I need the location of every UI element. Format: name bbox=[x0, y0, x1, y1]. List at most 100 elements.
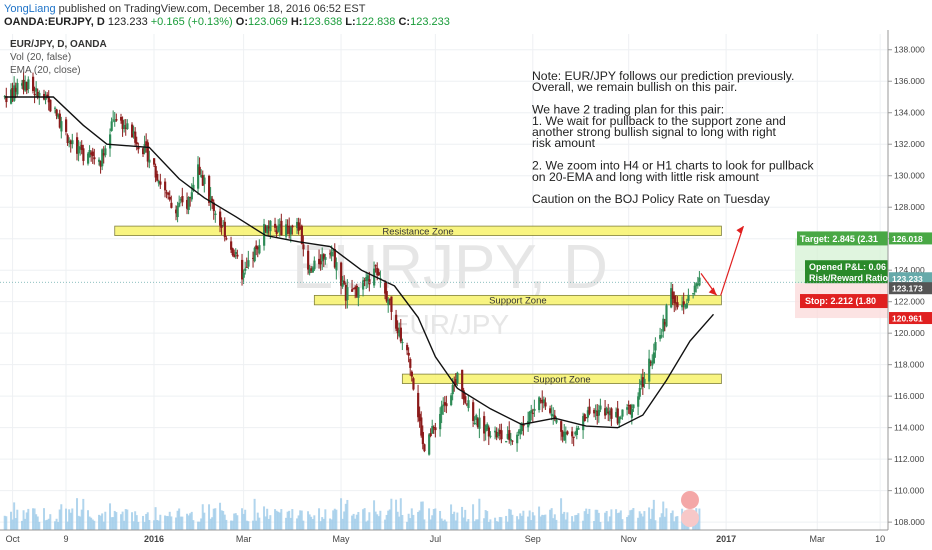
volume-bar bbox=[671, 510, 674, 530]
volume-bar bbox=[142, 515, 145, 530]
volume-bar bbox=[472, 504, 475, 530]
stop-box[interactable] bbox=[800, 294, 888, 309]
candle-body bbox=[648, 358, 651, 382]
candle-body bbox=[563, 431, 566, 441]
price-tick-label: 132.000 bbox=[894, 139, 925, 149]
candle-body bbox=[566, 431, 569, 435]
candle-body bbox=[500, 430, 503, 440]
author-name[interactable]: YongLiang bbox=[4, 3, 56, 15]
volume-bar bbox=[346, 499, 349, 530]
candle-body bbox=[509, 439, 512, 441]
volume-bar bbox=[520, 515, 523, 530]
current-price-badge[interactable] bbox=[889, 272, 932, 285]
candle-body bbox=[157, 180, 160, 184]
volume-bar bbox=[649, 518, 652, 530]
volume-bar bbox=[104, 511, 107, 530]
entry-price-badge[interactable] bbox=[889, 282, 932, 295]
candle-body bbox=[473, 422, 476, 424]
volume-bar bbox=[445, 521, 448, 530]
projection-up-arrow[interactable] bbox=[720, 225, 744, 296]
zone-label: Resistance Zone bbox=[382, 226, 453, 237]
volume-bar bbox=[407, 513, 410, 530]
candle-body bbox=[35, 88, 38, 92]
candle-body bbox=[36, 91, 39, 98]
volume-bar bbox=[676, 516, 679, 530]
candle-body bbox=[99, 161, 102, 167]
candle-body bbox=[302, 244, 305, 250]
time-axis[interactable]: Oct 9 2016 Mar May Jul Sep Nov 2017 Mar 10 bbox=[0, 529, 888, 544]
pnl-box[interactable] bbox=[805, 260, 888, 284]
candle-body bbox=[511, 440, 514, 442]
volume-bar bbox=[275, 510, 278, 530]
candle-body bbox=[55, 109, 58, 116]
volume-bars bbox=[3, 498, 701, 530]
candle-body bbox=[396, 327, 399, 334]
volume-bar bbox=[274, 509, 277, 530]
volume-bar bbox=[698, 508, 701, 530]
candle-body bbox=[693, 285, 696, 293]
volume-bar bbox=[564, 519, 567, 530]
candle-body bbox=[497, 432, 500, 437]
volume-bar bbox=[627, 515, 630, 530]
candle-body bbox=[33, 93, 36, 96]
note-line: risk amount bbox=[532, 136, 596, 150]
volume-bar bbox=[219, 502, 222, 530]
risk-reward-label: Risk/Reward Ratio: bbox=[809, 273, 891, 283]
volume-bar bbox=[123, 520, 126, 530]
volume-bar bbox=[574, 515, 577, 530]
volume-bar bbox=[572, 521, 575, 530]
candle-body bbox=[681, 304, 684, 308]
candle-body bbox=[82, 148, 85, 161]
candle-body bbox=[486, 424, 489, 430]
volume-bar bbox=[212, 508, 215, 530]
volume-bar bbox=[277, 511, 280, 530]
volume-bar bbox=[222, 510, 225, 530]
price-axis[interactable]: 108.000 110.000 112.000 114.000 116.000 118.0… bbox=[887, 30, 932, 550]
time-tick-label: Mar bbox=[236, 534, 252, 544]
volume-bar bbox=[13, 502, 16, 530]
candle-body bbox=[531, 412, 534, 414]
volume-bar bbox=[665, 508, 668, 530]
candle-body bbox=[357, 287, 360, 298]
analysis-note[interactable]: Note: EUR/JPY follows our prediction pre… bbox=[532, 69, 814, 206]
candle-body bbox=[104, 148, 107, 156]
volume-bar bbox=[68, 509, 71, 530]
zones-layer[interactable]: Resistance Zone Support Zone Support Zone bbox=[114, 225, 722, 385]
volume-bar bbox=[82, 498, 85, 530]
price-chart[interactable]: EURJPY, D EUR/JPY Resistance Zone Support… bbox=[0, 30, 932, 550]
volume-bar bbox=[396, 511, 399, 530]
candle-body bbox=[555, 419, 558, 423]
volume-bar bbox=[604, 512, 607, 530]
candle-body bbox=[409, 359, 412, 368]
candle-body bbox=[266, 225, 269, 234]
stop-price-badge[interactable] bbox=[889, 312, 932, 325]
candle-body bbox=[54, 107, 57, 109]
candle-body bbox=[487, 427, 490, 437]
zone-box[interactable] bbox=[401, 373, 722, 384]
candle-body bbox=[22, 79, 25, 90]
volume-bar bbox=[332, 510, 335, 530]
candle-body bbox=[267, 226, 270, 229]
candle-body bbox=[60, 121, 63, 132]
projection-layer[interactable] bbox=[700, 225, 744, 296]
volume-bar bbox=[412, 514, 415, 530]
target-box[interactable] bbox=[797, 231, 888, 246]
volume-bar bbox=[586, 513, 589, 530]
volume-bar bbox=[165, 515, 168, 530]
volume-bar bbox=[181, 516, 184, 530]
candle-body bbox=[465, 403, 468, 405]
zone-box[interactable] bbox=[114, 225, 722, 236]
volume-bar bbox=[255, 520, 258, 530]
candle-body bbox=[451, 385, 454, 395]
position-tool[interactable]: Target: 2.845 (2.31 Opened P&L: 0.06Risk/… bbox=[0, 231, 891, 319]
volume-bar bbox=[476, 519, 479, 530]
candle-body bbox=[640, 380, 643, 386]
candle-body bbox=[332, 249, 335, 251]
candle-body bbox=[209, 196, 212, 203]
candle-body bbox=[143, 143, 146, 153]
arrowhead-down-icon bbox=[708, 287, 717, 296]
zone-box[interactable] bbox=[313, 294, 722, 306]
time-tick-label: 10 bbox=[875, 534, 885, 544]
target-price-badge[interactable] bbox=[889, 232, 932, 245]
candle-body bbox=[505, 441, 508, 443]
